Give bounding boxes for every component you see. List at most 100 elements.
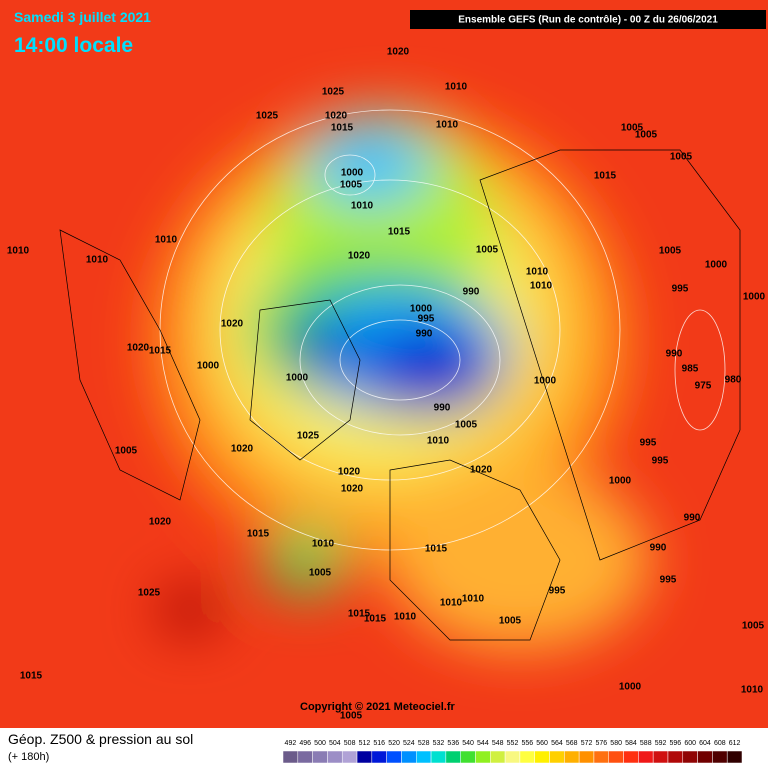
colorbar-label: 504: [329, 740, 341, 747]
isobar-label: 995: [640, 438, 657, 449]
isobar-label: 1010: [436, 120, 459, 131]
run-info: Ensemble GEFS (Run de contrôle) - 00 Z d…: [458, 15, 718, 26]
colorbar-cell: [593, 750, 609, 764]
colorbar-label: 596: [670, 740, 682, 747]
isobar-label: 1015: [425, 544, 448, 555]
colorbar-label: 572: [581, 740, 593, 747]
coastlines: [59, 149, 741, 641]
isobar-label: 975: [695, 381, 712, 392]
isobar-label: 1010: [427, 436, 450, 447]
isobar-label: 1010: [312, 539, 335, 550]
colorbar-cell: [356, 750, 373, 764]
colorbar-cell: [667, 750, 684, 764]
valid-time: 14:00 locale: [14, 34, 133, 57]
isobar-label: 1005: [340, 180, 363, 191]
isobar-label: 1010: [155, 235, 178, 246]
colorbar-cell: [475, 750, 491, 764]
colorbar-cell: [578, 750, 595, 764]
colorbar-label: 528: [418, 740, 430, 747]
isobar-label: 1005: [340, 711, 363, 722]
colorbar-label: 532: [433, 740, 445, 747]
isobar-label: 1020: [470, 465, 493, 476]
colorbar-label: 608: [714, 740, 726, 747]
isobar-label: 995: [672, 284, 689, 295]
colorbar-label: 564: [551, 740, 563, 747]
colorbar-cell: [682, 750, 698, 764]
colorbar-label: 520: [388, 740, 400, 747]
isobar-label: 1000: [197, 361, 220, 372]
isobar-label: 1005: [455, 420, 478, 431]
isobar-label: 1010: [351, 201, 374, 212]
colorbar-cell: [608, 750, 624, 764]
colorbar-label: 516: [373, 740, 385, 747]
colorbar-cell: [312, 750, 328, 764]
colorbar-label: 500: [314, 740, 326, 747]
isobar-label: 1010: [7, 246, 30, 257]
isobar-label: 1020: [221, 319, 244, 330]
isobar-label: 990: [650, 543, 667, 554]
colorbar-cell: [341, 750, 358, 764]
valid-date: Samedi 3 juillet 2021: [14, 9, 151, 25]
colorbar-label: 508: [344, 740, 356, 747]
colorbar-label: 536: [447, 740, 459, 747]
colorbar-cell: [430, 750, 447, 764]
isobar-label: 995: [549, 586, 566, 597]
colorbar-label: 580: [610, 740, 622, 747]
isobar-label: 1005: [309, 568, 332, 579]
colorbar-cell: [519, 750, 535, 764]
isobar-label: 1015: [149, 346, 172, 357]
isobar-label: 1000: [619, 682, 642, 693]
isobar-label: 1015: [388, 227, 411, 238]
colorbar-label: 604: [699, 740, 711, 747]
isobar-label: 995: [660, 575, 677, 586]
colorbar-label: 584: [625, 740, 637, 747]
colorbar-cell: [638, 750, 654, 764]
isobar-label: 1005: [742, 621, 765, 632]
colorbar-label: 544: [477, 740, 489, 747]
isobar-label: 1015: [364, 614, 387, 625]
colorbar-cell: [327, 750, 343, 764]
isobar-label: 1025: [322, 87, 345, 98]
colorbar-label: 576: [595, 740, 607, 747]
isobar-label: 1015: [247, 529, 270, 540]
isobar-label: 1010: [86, 255, 109, 266]
isobar-label: 990: [463, 287, 480, 298]
isobar-label: 1020: [341, 484, 364, 495]
height-field: [0, 0, 768, 728]
isobar-label: 1020: [127, 343, 150, 354]
colorbar: 492 496 500 504 508 512 516 520 524 528 532 536 540 5…: [282, 740, 743, 764]
isobar-label: 990: [434, 403, 451, 414]
run-box: [410, 10, 766, 29]
isobar-label: 1005: [659, 246, 682, 257]
isobar-label: 1025: [138, 588, 161, 599]
isobar-label: 1000: [743, 292, 766, 303]
colorbar-label: 612: [729, 740, 741, 747]
colorbar-cell: [534, 750, 550, 764]
isobar-label: 1005: [476, 245, 499, 256]
colorbar-label: 588: [640, 740, 652, 747]
colorbar-label: 600: [684, 740, 696, 747]
isobar-label: 1010: [445, 82, 468, 93]
colorbar-label: 540: [462, 740, 474, 747]
colorbar-cell: [712, 750, 728, 764]
isobar-label: 1000: [341, 168, 364, 179]
colorbar-label: 512: [359, 740, 371, 747]
isobar-label: 1005: [635, 130, 658, 141]
isobar-label: 995: [418, 314, 435, 325]
isobar-label: 1005: [670, 152, 693, 163]
colorbar-cell: [401, 750, 417, 764]
isobar-label: 995: [652, 456, 669, 467]
colorbar-cell: [371, 750, 387, 764]
colorbar-cell: [386, 750, 402, 764]
colorbar-label: 568: [566, 740, 578, 747]
isobar-label: 1015: [348, 609, 371, 620]
colorbar-label: 552: [507, 740, 519, 747]
copyright: Copyright © 2021 Meteociel.fr: [300, 701, 456, 713]
isobar-label: 1015: [20, 671, 43, 682]
colorbar-label: 556: [521, 740, 533, 747]
colorbar-label: 492: [285, 740, 297, 747]
isobar-label: 1005: [621, 123, 644, 134]
colorbar-cell: [549, 750, 565, 764]
isobar-label: 1005: [499, 616, 522, 627]
